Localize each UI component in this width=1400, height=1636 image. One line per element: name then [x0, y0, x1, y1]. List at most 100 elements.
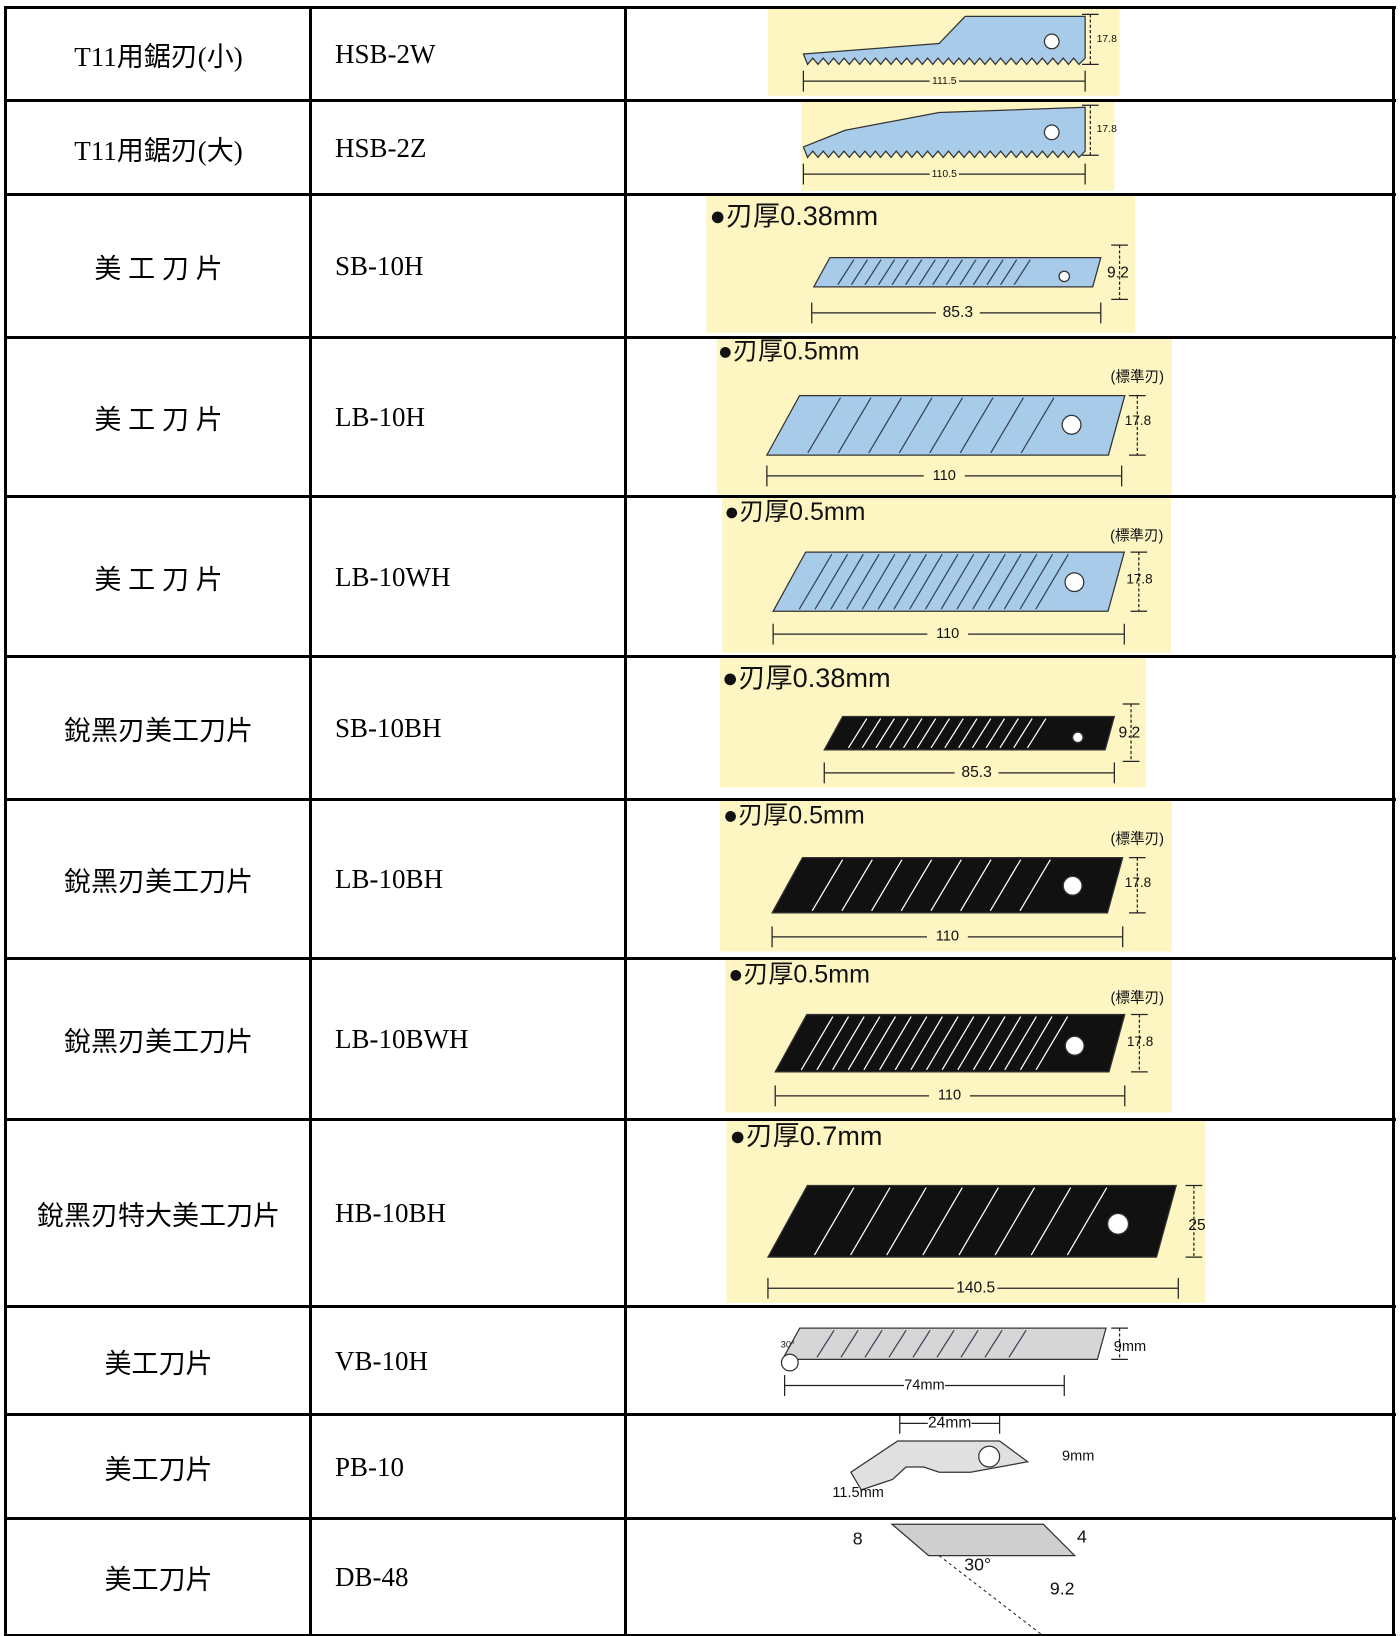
score-line	[871, 859, 903, 912]
score-line	[1019, 859, 1051, 912]
diagram-label: 140.5	[956, 1279, 995, 1296]
row-border	[4, 798, 1396, 801]
score-line	[864, 259, 882, 286]
score-line	[958, 1187, 999, 1256]
score-line	[837, 259, 855, 286]
score-line	[958, 718, 978, 749]
score-line	[861, 718, 882, 749]
score-line	[930, 859, 962, 912]
score-line	[930, 718, 951, 749]
score-line	[1035, 1016, 1069, 1071]
product-code: PB-10	[335, 1451, 405, 1482]
score-line	[847, 718, 868, 749]
diagram-label: (標準刃)	[1111, 831, 1165, 848]
blade-diagram: 24mm 9mm 11.5mm	[832, 1415, 1094, 1501]
blade-diagram: 8 4 30° 9.2	[853, 1523, 1087, 1636]
product-name: T11用鋸刃(小)	[74, 42, 243, 72]
score-line	[861, 553, 896, 610]
product-code: HSB-2W	[335, 39, 436, 69]
product-name: 銳黑刃特大美工刀片	[37, 1201, 280, 1231]
score-line	[841, 859, 873, 912]
score-line	[1013, 259, 1031, 286]
score-line	[922, 1187, 963, 1256]
diagram-label: (標準刃)	[1111, 369, 1165, 386]
product-code: SB-10H	[335, 251, 424, 281]
diagram-label: 24mm	[928, 1415, 971, 1431]
blade-diagram: 17.8 110.5	[801, 101, 1117, 191]
blade-hole	[1061, 414, 1082, 435]
label-backdrop	[929, 74, 959, 88]
blade	[802, 106, 1086, 159]
score-line	[972, 1016, 1006, 1071]
blade-hole	[1043, 124, 1060, 141]
blade-hole	[780, 1353, 799, 1372]
score-line	[929, 397, 964, 454]
score-line	[960, 1329, 979, 1358]
product-name: 銳黑刃美工刀片	[64, 867, 253, 897]
score-line	[924, 553, 959, 610]
score-line	[971, 718, 992, 749]
blade	[766, 1184, 1178, 1258]
blade	[890, 1523, 1077, 1557]
product-code: HB-10BH	[335, 1198, 447, 1228]
product-name: 銳黑刃美工刀片	[64, 716, 253, 746]
label-backdrop	[903, 1376, 945, 1395]
blade-diagram: ●刃厚0.5mm (標準刃) 17.8 110	[725, 959, 1172, 1113]
product-name: 銳黑刃美工刀片	[64, 1027, 253, 1057]
blade	[823, 715, 1116, 751]
blade-hole	[1058, 270, 1071, 283]
diagram-label: ●刃厚0.7mm	[730, 1121, 883, 1151]
score-line	[868, 397, 903, 454]
row-border	[4, 1118, 1396, 1121]
diagram-label: 9.2	[1107, 264, 1129, 281]
diagram-label: 25	[1188, 1217, 1206, 1234]
product-name: 美工刀片	[104, 1348, 213, 1379]
product-name: 美 工 刀 片	[94, 405, 223, 435]
diagram-label: 110	[938, 1088, 961, 1104]
row-border	[4, 957, 1396, 960]
row-border	[4, 193, 1396, 196]
blade	[802, 15, 1086, 66]
score-line	[847, 1016, 881, 1071]
score-line	[912, 1329, 931, 1358]
diagram-label: 17.8	[1097, 34, 1117, 45]
diagram-label: 85.3	[961, 764, 992, 781]
row-border	[4, 99, 1396, 102]
score-line	[1019, 1016, 1053, 1071]
score-line	[850, 1187, 891, 1256]
blade	[781, 1327, 1107, 1361]
score-line	[987, 553, 1022, 610]
score-line	[840, 1329, 859, 1358]
score-line	[814, 553, 849, 610]
label-backdrop	[953, 1278, 998, 1298]
label-backdrop	[935, 303, 980, 323]
column-border	[1392, 6, 1395, 1636]
score-line	[960, 859, 992, 912]
blade	[772, 551, 1126, 612]
diagram-label: 9mm	[1114, 1339, 1146, 1355]
column-border	[4, 6, 7, 1636]
score-line	[879, 1016, 912, 1071]
row-border	[4, 1517, 1396, 1520]
product-code: LB-10H	[335, 402, 425, 432]
label-backdrop	[927, 1415, 972, 1433]
score-line	[850, 259, 868, 286]
score-line	[832, 1016, 865, 1071]
score-line	[984, 1329, 1003, 1358]
blade-diagram: ●刃厚0.5mm (標準刃) 17.8 110	[716, 338, 1172, 495]
score-line	[800, 1016, 834, 1071]
row-border	[4, 495, 1396, 498]
blade-hole	[1043, 33, 1060, 50]
score-line	[903, 718, 923, 749]
score-line	[956, 553, 991, 610]
score-line	[936, 1329, 955, 1358]
product-name: 美工刀片	[104, 1565, 213, 1595]
score-line	[972, 259, 991, 286]
product-name: 美 工 刀 片	[94, 254, 223, 284]
score-line	[957, 1016, 990, 1071]
score-line	[932, 259, 950, 286]
product-code: DB-48	[335, 1562, 409, 1592]
score-line	[798, 553, 833, 610]
score-line	[889, 718, 909, 749]
score-line	[940, 553, 975, 610]
